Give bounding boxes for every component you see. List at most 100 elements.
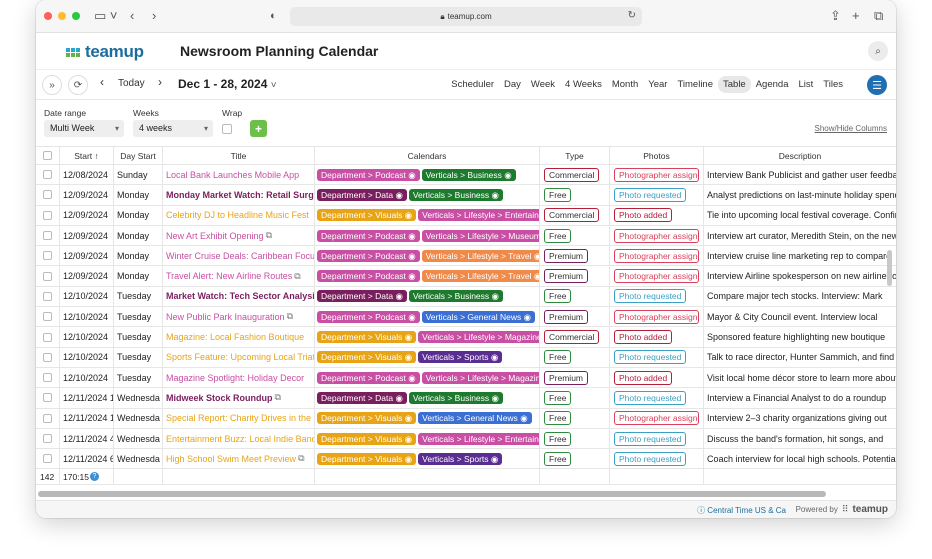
header-calendars[interactable]: Calendars xyxy=(315,147,540,164)
date-range-picker[interactable]: Dec 1 - 28, 2024 ˅ xyxy=(178,77,277,91)
row-checkbox[interactable] xyxy=(43,352,52,362)
table-row[interactable]: 12/10/2024 Tuesday Magazine: Local Fashi… xyxy=(36,327,896,348)
next-period-icon[interactable]: › xyxy=(158,75,162,89)
show-hide-columns-link[interactable]: Show/Hide Columns xyxy=(814,124,887,133)
timezone-link[interactable]: ⓘ Central Time US & Ca xyxy=(697,505,786,516)
row-checkbox[interactable] xyxy=(43,373,52,383)
calendar-pill-label: Verticals > Lifestyle > Travel xyxy=(425,250,532,261)
view-tab-week[interactable]: Week xyxy=(530,79,556,90)
title-cell[interactable]: Celebrity DJ to Headline Music Fest xyxy=(163,205,315,225)
new-tab-icon[interactable]: + xyxy=(852,8,860,23)
title-cell[interactable]: Winter Cruise Deals: Caribbean Focus xyxy=(163,246,315,266)
row-checkbox[interactable] xyxy=(43,413,52,423)
today-button[interactable]: Today xyxy=(118,78,145,89)
minimize-window-button[interactable] xyxy=(58,12,66,20)
date-range-select[interactable]: Multi Week ▾ xyxy=(44,120,124,137)
header-description[interactable]: Description xyxy=(778,150,822,161)
title-cell[interactable]: Travel Alert: New Airline Routes ⧉ xyxy=(163,266,315,286)
sidebar-toggle-icon[interactable]: ▭ ˅ xyxy=(94,8,118,23)
privacy-shield-icon[interactable]: ◐ xyxy=(270,10,277,22)
view-tab-agenda[interactable]: Agenda xyxy=(755,79,789,90)
share-icon[interactable]: ⇪ xyxy=(830,8,841,23)
row-checkbox[interactable] xyxy=(43,291,52,301)
view-tab-table[interactable]: Table xyxy=(718,76,751,93)
title-cell[interactable]: Magazine Spotlight: Holiday Decor xyxy=(163,367,315,388)
view-tab-month[interactable]: Month xyxy=(611,79,639,90)
view-tab-list[interactable]: List xyxy=(798,79,814,90)
photo-badge: Photo requested xyxy=(614,289,687,304)
title-cell[interactable]: Sports Feature: Upcoming Local Triathlon xyxy=(163,347,315,367)
view-tab-4-weeks[interactable]: 4 Weeks xyxy=(565,79,602,90)
row-checkbox[interactable] xyxy=(43,312,52,322)
back-arrow-icon[interactable]: ‹ xyxy=(130,8,135,23)
view-tab-year[interactable]: Year xyxy=(648,79,668,90)
view-tab-scheduler[interactable]: Scheduler xyxy=(451,79,495,90)
teamup-logo[interactable]: teamup xyxy=(66,42,144,62)
title-cell[interactable]: High School Swim Meet Preview ⧉ xyxy=(163,449,315,469)
logo-text: teamup xyxy=(85,42,144,61)
select-all-checkbox[interactable] xyxy=(43,151,52,160)
table-row[interactable]: 12/09/2024 Monday Monday Market Watch: R… xyxy=(36,185,896,206)
row-checkbox[interactable] xyxy=(43,271,52,281)
row-checkbox[interactable] xyxy=(43,190,52,200)
forward-arrow-icon[interactable]: › xyxy=(152,8,157,23)
weeks-select[interactable]: 4 weeks ▾ xyxy=(133,120,213,137)
calendar-pill: Verticals > Business ◉ xyxy=(421,168,516,181)
table-row[interactable]: 12/09/2024 Monday Winter Cruise Deals: C… xyxy=(36,246,896,267)
eye-icon: ◉ xyxy=(490,352,499,363)
view-tab-day[interactable]: Day xyxy=(504,79,521,90)
row-checkbox[interactable] xyxy=(43,210,52,220)
view-tab-timeline[interactable]: Timeline xyxy=(677,79,713,90)
table-row[interactable]: 12/10/2024 Tuesday Magazine Spotlight: H… xyxy=(36,367,896,389)
table-row[interactable]: 12/11/2024 4 Wednesda Entertainment Buzz… xyxy=(36,428,896,450)
title-cell[interactable]: Monday Market Watch: Retail Surge xyxy=(163,185,315,205)
title-cell[interactable]: Special Report: Charity Drives in the Ci… xyxy=(163,408,315,428)
prev-period-icon[interactable]: ‹ xyxy=(100,75,104,89)
close-window-button[interactable] xyxy=(44,12,52,20)
header-title[interactable]: Title xyxy=(163,147,315,164)
row-checkbox[interactable] xyxy=(43,393,52,403)
row-checkbox[interactable] xyxy=(43,332,52,342)
main-menu-button[interactable]: ☰ xyxy=(867,75,887,95)
vertical-scrollbar[interactable] xyxy=(887,250,892,286)
title-cell[interactable]: Entertainment Buzz: Local Indie Band xyxy=(163,428,315,449)
table-row[interactable]: 12/10/2024 Tuesday Market Watch: Tech Se… xyxy=(36,286,896,308)
table-row[interactable]: 12/09/2024 Monday Celebrity DJ to Headli… xyxy=(36,205,896,226)
table-row[interactable]: 12/09/2024 Monday Travel Alert: New Airl… xyxy=(36,266,896,287)
table-row[interactable]: 12/11/2024 1 Wednesda Special Report: Ch… xyxy=(36,408,896,429)
expand-sidebar-button[interactable]: » xyxy=(42,75,62,95)
row-checkbox[interactable] xyxy=(43,251,52,261)
header-photos[interactable]: Photos xyxy=(610,147,704,164)
table-row[interactable]: 12/08/2024 Sunday Local Bank Launches Mo… xyxy=(36,165,896,186)
header-day-start[interactable]: Day Start xyxy=(114,147,163,164)
row-checkbox[interactable] xyxy=(43,170,52,180)
zoom-window-button[interactable] xyxy=(72,12,80,20)
title-cell[interactable]: Midweek Stock Roundup ⧉ xyxy=(163,388,315,408)
wrap-checkbox[interactable] xyxy=(222,124,232,134)
table-row[interactable]: 12/11/2024 6 Wednesda High School Swim M… xyxy=(36,449,896,470)
title-cell[interactable]: Local Bank Launches Mobile App xyxy=(163,165,315,185)
help-icon[interactable]: ? xyxy=(90,472,99,482)
row-checkbox[interactable] xyxy=(43,454,52,464)
address-bar[interactable]: 🔒︎ teamup.com ↻ xyxy=(290,7,642,26)
header-type[interactable]: Type xyxy=(540,147,610,164)
title-cell[interactable]: New Public Park Inauguration ⧉ xyxy=(163,307,315,327)
tab-overview-icon[interactable]: ⧉ xyxy=(874,8,884,23)
refresh-button[interactable]: ⟳ xyxy=(68,75,88,95)
add-event-button[interactable]: + xyxy=(250,120,267,137)
row-checkbox[interactable] xyxy=(43,231,52,241)
row-checkbox[interactable] xyxy=(43,434,52,443)
table-row[interactable]: 12/10/2024 Tuesday New Public Park Inaug… xyxy=(36,307,896,328)
powered-by[interactable]: Powered by ⠿ teamup xyxy=(796,504,888,515)
table-row[interactable]: 12/11/2024 1 Wednesda Midweek Stock Roun… xyxy=(36,388,896,409)
title-cell[interactable]: Market Watch: Tech Sector Analysis xyxy=(163,286,315,307)
title-cell[interactable]: New Art Exhibit Opening ⧉ xyxy=(163,225,315,246)
table-row[interactable]: 12/10/2024 Tuesday Sports Feature: Upcom… xyxy=(36,347,896,368)
table-row[interactable]: 12/09/2024 Monday New Art Exhibit Openin… xyxy=(36,225,896,247)
reload-icon[interactable]: ↻ xyxy=(627,10,636,21)
header-start[interactable]: Start ↑ xyxy=(60,147,114,164)
title-cell[interactable]: Magazine: Local Fashion Boutique xyxy=(163,327,315,347)
search-button[interactable]: ⌕ xyxy=(868,41,888,61)
view-tab-tiles[interactable]: Tiles xyxy=(823,79,843,90)
horizontal-scrollbar[interactable] xyxy=(38,491,826,497)
